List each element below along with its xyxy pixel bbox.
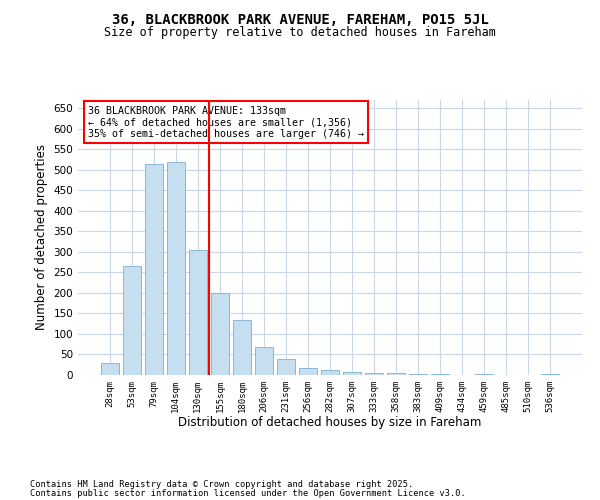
X-axis label: Distribution of detached houses by size in Fareham: Distribution of detached houses by size … [178, 416, 482, 430]
Bar [365, 372, 383, 375]
Text: 36 BLACKBROOK PARK AVENUE: 133sqm
← 64% of detached houses are smaller (1,356)
3: 36 BLACKBROOK PARK AVENUE: 133sqm ← 64% … [88, 106, 364, 138]
Y-axis label: Number of detached properties: Number of detached properties [35, 144, 48, 330]
Bar [145, 164, 163, 375]
Bar [277, 358, 295, 375]
Bar [233, 320, 251, 375]
Bar [101, 362, 119, 375]
Bar [123, 266, 140, 375]
Text: 36, BLACKBROOK PARK AVENUE, FAREHAM, PO15 5JL: 36, BLACKBROOK PARK AVENUE, FAREHAM, PO1… [112, 12, 488, 26]
Bar [321, 370, 339, 375]
Bar [431, 374, 449, 375]
Text: Size of property relative to detached houses in Fareham: Size of property relative to detached ho… [104, 26, 496, 39]
Bar [211, 293, 229, 375]
Bar [343, 372, 361, 375]
Bar [299, 368, 317, 375]
Bar [541, 374, 559, 375]
Bar [475, 374, 493, 375]
Bar [255, 347, 273, 375]
Bar [167, 162, 185, 375]
Bar [189, 250, 206, 375]
Text: Contains HM Land Registry data © Crown copyright and database right 2025.: Contains HM Land Registry data © Crown c… [30, 480, 413, 489]
Bar [409, 374, 427, 375]
Text: Contains public sector information licensed under the Open Government Licence v3: Contains public sector information licen… [30, 489, 466, 498]
Bar [387, 374, 405, 375]
